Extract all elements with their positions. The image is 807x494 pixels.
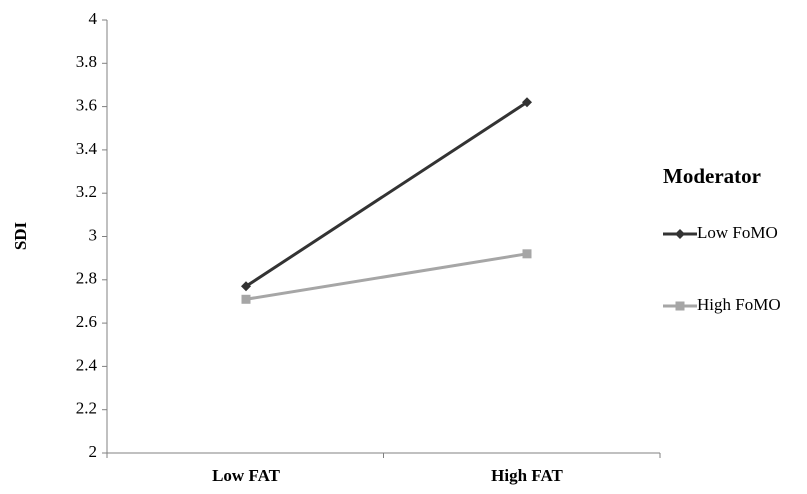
y-tick-label: 2.4 [76,355,98,374]
data-point [522,249,532,259]
data-point [522,97,532,108]
y-tick-label: 3.2 [76,182,97,201]
y-tick-label: 2.8 [76,269,97,288]
x-tick-label: Low FAT [212,466,281,485]
y-tick-label: 2.2 [76,399,97,418]
series-line [245,252,528,301]
y-tick-label: 3 [89,225,98,244]
series-high-fomo [241,249,532,304]
y-tick-label: 3.8 [76,52,97,71]
legend-marker [675,301,685,311]
legend: Moderator Low FoMO High FoMO [663,164,781,314]
x-tick-labels: Low FAT High FAT [212,466,563,485]
data-point [241,281,251,292]
legend-marker [675,229,685,239]
series-low-fomo [241,97,532,292]
data-point [241,294,251,304]
legend-label: Low FoMO [697,223,778,242]
legend-item: Low FoMO [663,223,778,242]
y-tick-label: 4 [89,9,98,28]
y-tick-label: 3.4 [76,139,98,158]
x-tick-label: High FAT [491,466,563,485]
chart-axes [102,19,661,458]
y-tick-labels: 2 2.2 2.4 2.6 2.8 3 3.2 3.4 3.6 3.8 4 [76,9,98,461]
y-tick-label: 3.6 [76,96,97,115]
y-axis-label: SDI [11,221,30,250]
chart-series [241,97,532,304]
series-line [245,101,528,288]
legend-title: Moderator [663,164,761,188]
y-tick-label: 2 [89,442,98,461]
legend-label: High FoMO [697,295,781,314]
y-tick-label: 2.6 [76,312,97,331]
legend-item: High FoMO [663,295,781,314]
